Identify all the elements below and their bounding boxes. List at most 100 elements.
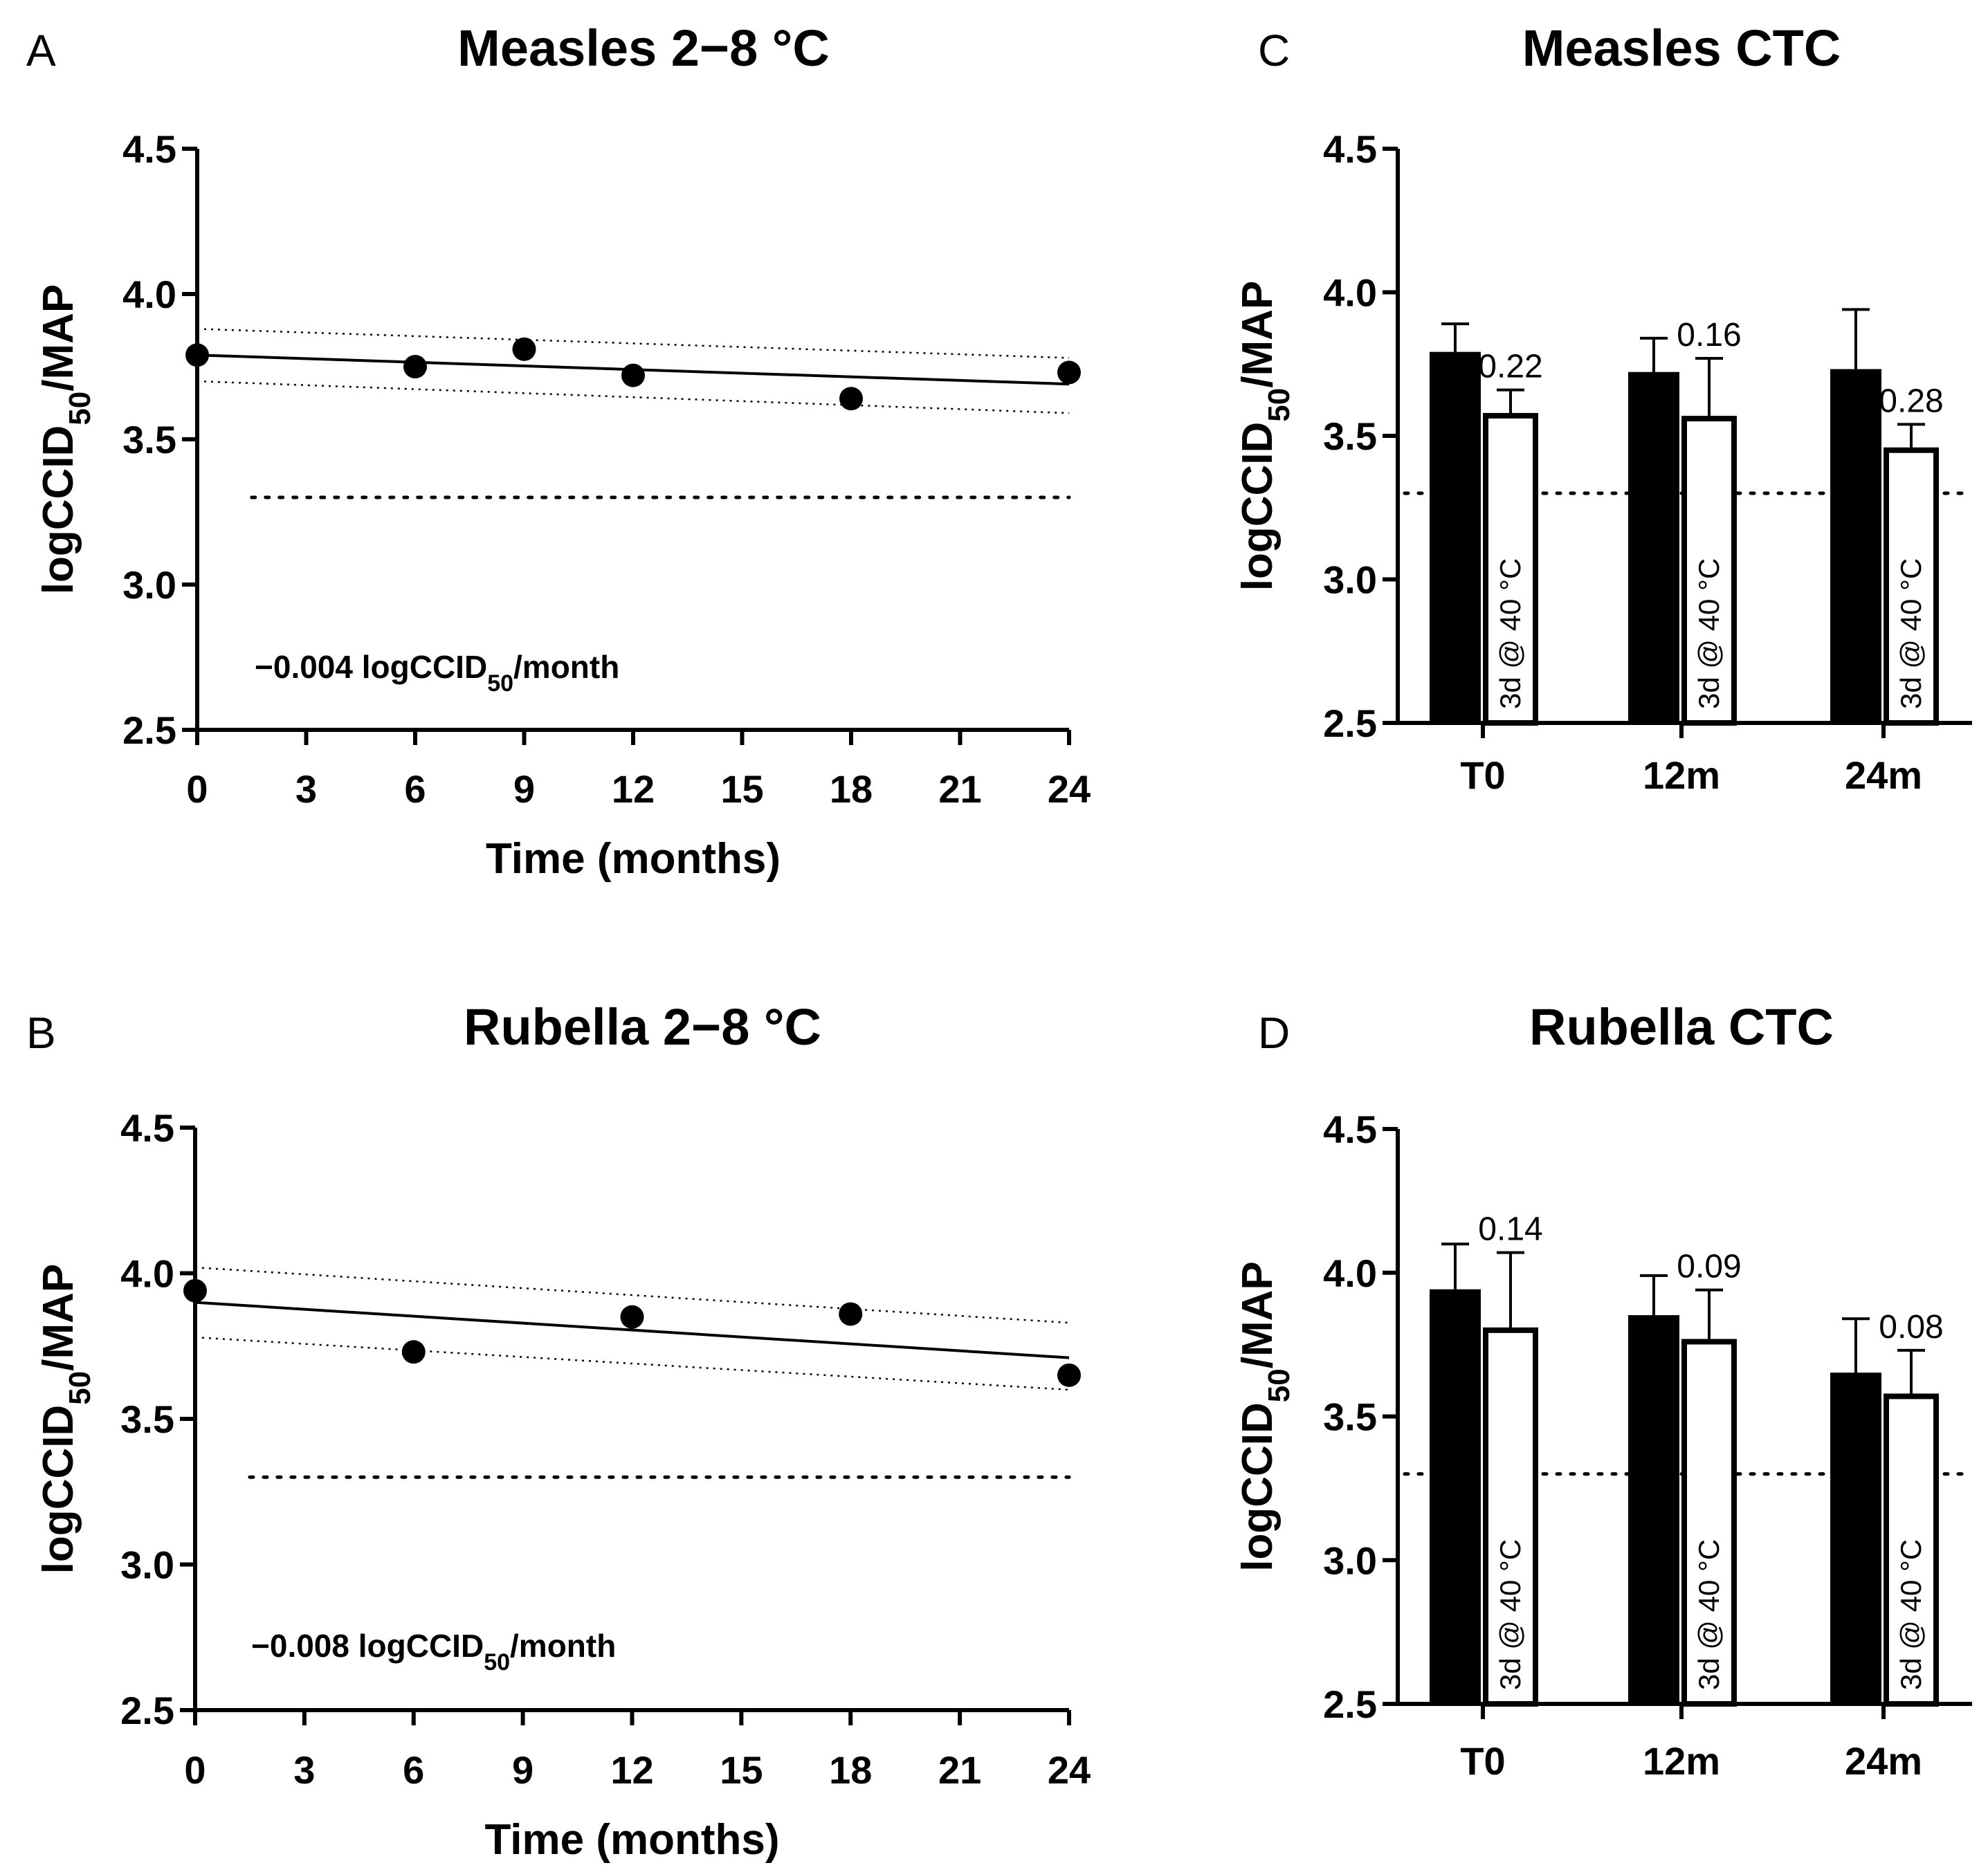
panel-letter: A xyxy=(26,26,56,75)
y-axis-label-subscript: 50 xyxy=(63,392,97,425)
x-tick-label: 9 xyxy=(512,1748,534,1792)
y-tick-label: 4.5 xyxy=(122,127,176,171)
y-tick-label: 2.5 xyxy=(122,708,176,752)
y-axis-label-subscript: 50 xyxy=(1262,1368,1296,1402)
y-axis-label-suffix: /MAP xyxy=(35,284,82,392)
slope-annotation-suffix: /month xyxy=(513,649,619,685)
y-tick-label: 2.5 xyxy=(120,1689,174,1732)
panel-a: A Measles 2−8 °C 2.5 3.0 3.5 4.0 4.5 0 3 6 9 12 15 18… xyxy=(26,19,1091,883)
y-axis-label-subscript: 50 xyxy=(63,1371,97,1405)
chart-title: Measles 2−8 °C xyxy=(457,19,830,77)
panel-letter: B xyxy=(26,1008,56,1058)
x-tick-label: 0 xyxy=(186,767,208,811)
bar-baseline xyxy=(1430,351,1481,724)
x-tick-label: 0 xyxy=(184,1748,206,1792)
x-tick-label: 21 xyxy=(938,1748,981,1792)
difference-label: 0.14 xyxy=(1478,1211,1542,1248)
chart-title: Measles CTC xyxy=(1522,19,1841,77)
y-tick-label: 4.5 xyxy=(1323,1108,1377,1151)
x-tick-label: 12m xyxy=(1643,753,1720,797)
x-tick-label: 12m xyxy=(1643,1739,1720,1783)
bar-baseline xyxy=(1628,1315,1679,1705)
x-axis-label: Time (months) xyxy=(485,1816,780,1864)
y-tick-label: 3.5 xyxy=(1323,1395,1377,1439)
x-tick-label: 21 xyxy=(938,767,981,811)
difference-label: 0.28 xyxy=(1879,383,1943,419)
x-tick-label: 15 xyxy=(720,1748,763,1792)
chart-title: Rubella 2−8 °C xyxy=(464,998,821,1056)
bar-inner-label: 3d @ 40 °C xyxy=(1895,1539,1927,1690)
bar-stressed xyxy=(1884,447,1939,726)
x-tick-label: T0 xyxy=(1460,1739,1505,1783)
y-tick-label: 4.5 xyxy=(1323,127,1377,171)
difference-label: 0.08 xyxy=(1879,1309,1943,1346)
bar-baseline xyxy=(1628,371,1679,724)
x-tick-label: 12 xyxy=(612,767,655,811)
y-tick-label: 4.5 xyxy=(120,1106,174,1150)
y-axis-label-main: logCCID xyxy=(35,425,82,595)
bar-inner-label: 3d @ 40 °C xyxy=(1494,1539,1526,1690)
bar-inner-label: 3d @ 40 °C xyxy=(1494,558,1526,709)
bar-stressed xyxy=(1681,416,1737,726)
y-axis-label: logCCID50/MAP xyxy=(1234,281,1296,591)
y-tick-label: 3.0 xyxy=(1323,1539,1377,1582)
bar-inner-label: 3d @ 40 °C xyxy=(1693,1539,1725,1690)
ci-lower-line xyxy=(194,1336,1070,1391)
panel-letter: D xyxy=(1258,1008,1290,1058)
bar-stressed xyxy=(1681,1339,1737,1707)
x-tick-label: 3 xyxy=(293,1748,315,1792)
ci-upper-line xyxy=(197,328,1070,359)
panel-d: D Rubella CTC 2.5 3.0 3.5 4.0 4.5 logCCID50/MAP… xyxy=(1234,998,1974,1783)
y-tick-label: 2.5 xyxy=(1323,1682,1377,1726)
y-tick-label: 4.0 xyxy=(1323,271,1377,315)
panel-c: C Measles CTC 2.5 3.0 3.5 4.0 4.5 logCCID50/MAP… xyxy=(1234,19,1974,797)
y-tick-label: 3.0 xyxy=(122,563,176,607)
slope-annotation-subscript: 50 xyxy=(484,1649,510,1676)
data-point xyxy=(621,363,645,387)
y-axis-label: logCCID50/MAP xyxy=(35,1264,97,1574)
y-tick-label: 3.0 xyxy=(120,1543,174,1587)
ci-upper-line xyxy=(194,1266,1070,1324)
bar-inner-label: 3d @ 40 °C xyxy=(1693,558,1725,709)
data-point xyxy=(512,337,536,361)
x-tick-label: 18 xyxy=(830,767,873,811)
slope-annotation-subscript: 50 xyxy=(487,670,513,697)
difference-label: 0.16 xyxy=(1677,317,1741,354)
data-point xyxy=(1057,1363,1081,1387)
panel-b: B Rubella 2−8 °C 2.5 3.0 3.5 4.0 4.5 0 3 6 9 12 15 18… xyxy=(26,998,1091,1864)
y-axis-label-subscript: 50 xyxy=(1262,388,1296,422)
chart-title: Rubella CTC xyxy=(1529,998,1834,1056)
bar-baseline xyxy=(1430,1289,1481,1705)
x-tick-label: 12 xyxy=(610,1748,653,1792)
bar-baseline xyxy=(1830,1373,1881,1705)
data-point xyxy=(183,1278,207,1303)
slope-annotation: −0.004 logCCID50/month xyxy=(255,649,619,697)
difference-label: 0.22 xyxy=(1478,349,1542,385)
y-axis-label-suffix: /MAP xyxy=(1234,1261,1282,1368)
data-point xyxy=(620,1305,644,1329)
data-point xyxy=(185,343,209,367)
y-axis-label-main: logCCID xyxy=(1234,1402,1282,1572)
x-tick-label: 15 xyxy=(720,767,763,811)
x-tick-label: 18 xyxy=(829,1748,872,1792)
slope-annotation-prefix: −0.008 logCCID xyxy=(251,1628,484,1664)
bar-baseline xyxy=(1830,369,1881,724)
y-tick-label: 3.5 xyxy=(1323,414,1377,458)
y-tick-label: 2.5 xyxy=(1323,701,1377,745)
slope-annotation: −0.008 logCCID50/month xyxy=(251,1628,616,1676)
x-tick-label: T0 xyxy=(1460,753,1505,797)
x-tick-label: 24 xyxy=(1048,1748,1091,1792)
ci-lower-line xyxy=(197,380,1070,414)
slope-annotation-prefix: −0.004 logCCID xyxy=(255,649,487,685)
x-tick-label: 6 xyxy=(404,767,426,811)
x-tick-label: 24m xyxy=(1845,753,1922,797)
bar-stressed xyxy=(1884,1393,1939,1707)
bar-stressed xyxy=(1483,412,1538,726)
y-axis-label-suffix: /MAP xyxy=(1234,281,1282,388)
y-axis-label-main: logCCID xyxy=(1234,422,1282,591)
panel-letter: C xyxy=(1258,26,1290,75)
y-axis-label: logCCID50/MAP xyxy=(35,284,97,594)
data-point xyxy=(839,387,863,411)
slope-annotation-suffix: /month xyxy=(510,1628,616,1664)
